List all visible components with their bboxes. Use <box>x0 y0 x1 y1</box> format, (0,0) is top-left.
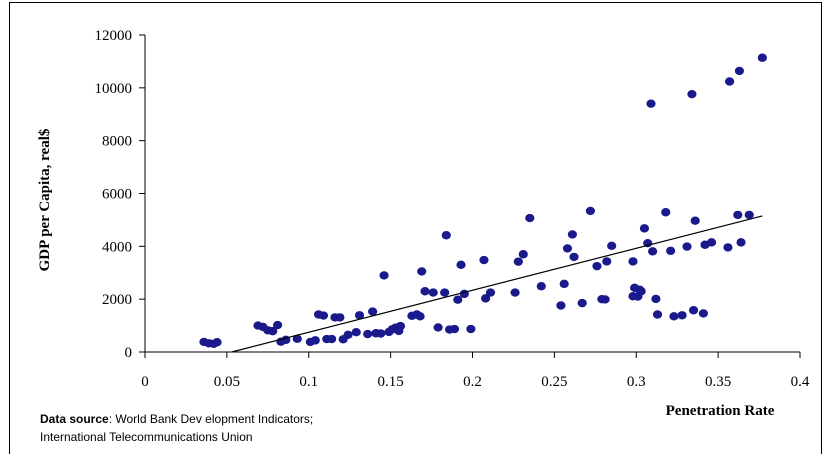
data-point <box>433 323 443 332</box>
data-point <box>646 99 656 108</box>
y-axis-title: GDP per Capita, real$ <box>37 128 53 271</box>
data-point <box>569 252 579 262</box>
x-tick-label: 0.05 <box>214 374 240 390</box>
data-point <box>368 307 378 316</box>
x-tick-label: 0 <box>141 374 149 390</box>
source-line-2: International Telecommunications Union <box>40 430 253 444</box>
data-point <box>698 309 708 318</box>
data-point <box>648 247 658 256</box>
trendline-segment <box>231 215 763 353</box>
data-point <box>363 329 373 339</box>
data-point <box>639 224 650 233</box>
x-tick-label: 0.1 <box>299 374 318 390</box>
data-point <box>682 242 692 251</box>
y-tick-label: 10000 <box>95 81 133 97</box>
data-point <box>335 313 345 322</box>
data-point <box>420 287 430 296</box>
x-tick-label: 0.3 <box>627 374 646 390</box>
x-tick-label: 0.4 <box>791 374 810 390</box>
data-point <box>310 336 320 345</box>
x-tick-label: 0.15 <box>378 374 404 390</box>
data-point <box>628 257 638 266</box>
data-point <box>415 312 425 321</box>
data-point <box>453 295 463 304</box>
data-point <box>343 330 353 340</box>
data-point <box>513 257 523 266</box>
data-point <box>602 257 612 266</box>
ticks: 0 2000 4000 6000 8000 10000 12000 0 0.05 0.1 0.15 0… <box>95 28 810 390</box>
data-point <box>690 216 700 225</box>
data-point <box>592 261 602 271</box>
data-point <box>479 255 489 265</box>
data-point <box>724 77 735 86</box>
y-tick-label: 4000 <box>102 239 132 255</box>
y-tick-label: 2000 <box>102 292 132 308</box>
x-tick-label: 0.25 <box>541 374 567 390</box>
data-point <box>585 206 596 216</box>
data-point <box>485 288 496 297</box>
x-tick-label: 0.35 <box>705 374 731 390</box>
data-point <box>292 334 302 343</box>
trendline <box>231 215 763 353</box>
data-point <box>562 244 573 253</box>
data-point <box>744 210 754 220</box>
data-point <box>395 321 406 331</box>
data-point <box>318 311 329 320</box>
data-point <box>417 267 427 276</box>
data-point <box>518 250 528 259</box>
y-tick-label: 12000 <box>95 28 133 44</box>
data-point <box>481 294 491 303</box>
data-point <box>567 230 577 239</box>
data-point <box>559 279 569 289</box>
data-point <box>273 320 283 330</box>
data-point <box>607 241 617 251</box>
data-point <box>734 66 745 76</box>
data-point <box>212 338 222 347</box>
data-point <box>525 213 535 223</box>
data-point <box>536 282 546 291</box>
data-point <box>428 288 438 297</box>
data-point <box>688 306 699 315</box>
data-point <box>577 298 587 308</box>
axes <box>144 35 800 353</box>
data-point <box>757 53 767 62</box>
x-tick-label: 0.2 <box>463 374 482 390</box>
data-point <box>600 295 610 304</box>
data-point <box>351 327 361 337</box>
data-point <box>268 326 278 336</box>
y-tick-label: 6000 <box>102 187 132 203</box>
data-point <box>456 260 466 270</box>
data-point <box>556 301 566 310</box>
data-point <box>510 288 520 297</box>
data-source-note: Data source: World Bank Dev elopment Ind… <box>40 410 313 446</box>
data-point <box>723 243 733 252</box>
y-tick-label: 8000 <box>102 134 132 150</box>
data-point <box>379 271 389 280</box>
source-label: Data source <box>40 412 109 426</box>
data-point <box>733 210 743 220</box>
data-point <box>651 294 661 304</box>
data-point <box>687 89 697 99</box>
data-point <box>666 246 676 256</box>
y-tick-label: 0 <box>125 345 133 361</box>
data-point <box>327 334 337 344</box>
data-point <box>449 324 460 334</box>
data-point <box>466 324 476 334</box>
data-point <box>354 311 365 320</box>
data-point <box>661 208 671 217</box>
data-point <box>736 238 746 247</box>
data-point <box>706 238 717 247</box>
x-axis-title: Penetration Rate <box>666 403 775 419</box>
data-point <box>652 310 663 319</box>
data-point <box>677 311 687 320</box>
data-point <box>636 287 646 296</box>
source-line-1: : World Bank Dev elopment Indicators; <box>108 412 314 426</box>
data-points <box>199 53 767 349</box>
data-point <box>441 231 451 240</box>
data-point <box>376 329 386 338</box>
data-point <box>440 288 450 297</box>
data-point <box>669 312 679 321</box>
